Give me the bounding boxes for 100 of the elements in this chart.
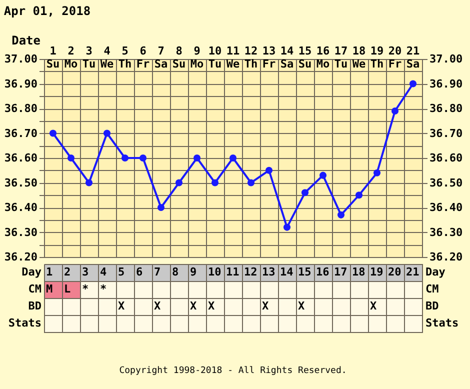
point [391, 107, 399, 115]
x-tick-label: 6 Fr [136, 44, 150, 70]
point [229, 154, 237, 162]
y-tick-label: 36.50 [4, 176, 38, 190]
point [175, 179, 183, 186]
x-tick-label: 8 Su [172, 44, 186, 70]
x-tick-label: 15 Su [298, 44, 312, 70]
point [409, 80, 417, 88]
point [121, 154, 129, 162]
y-tick-label: 36.40 [4, 201, 38, 214]
x-tick-label: 13 Fr [262, 44, 276, 70]
point [211, 179, 219, 186]
y2-tick-label: 36.50 [430, 176, 463, 190]
y2-tick-label: 36.30 [430, 226, 463, 239]
text: 2 [64, 266, 71, 278]
y-tick-label: 36.70 [4, 126, 38, 140]
text: 17 [334, 266, 348, 278]
text: 16 [316, 266, 330, 278]
text: 9 [190, 266, 197, 278]
text: 10 [208, 266, 222, 278]
point [85, 179, 93, 186]
text: 18 [352, 266, 366, 278]
x-tick-label: 5 Th [118, 44, 132, 70]
text: X [154, 300, 161, 312]
text: 11 [226, 266, 240, 278]
y-tick-label: Stats [8, 316, 42, 330]
text: 12 [244, 266, 258, 278]
y2-tick-label: 36.90 [430, 77, 463, 90]
x-tick-label: 2 Mo [64, 44, 78, 70]
y-tick-label: 36.20 [4, 250, 38, 264]
text: * [100, 282, 107, 296]
y2-tick-label: 36.70 [430, 126, 463, 140]
x-tick-label: 11 We [226, 44, 240, 70]
text: * [82, 282, 89, 296]
x-tick-label: 14 Sa [280, 44, 294, 70]
y2-tick-label: 36.60 [430, 152, 463, 164]
x-tick-label: 12 Th [244, 44, 258, 70]
y2-tick-label: BD [426, 300, 440, 312]
y2-tick-label: 36.20 [430, 250, 463, 264]
text: 3 [82, 266, 89, 278]
point [247, 179, 255, 186]
point [103, 130, 111, 137]
text: 15 [298, 266, 312, 278]
y-tick-label: 36.60 [4, 152, 38, 164]
point [301, 189, 309, 196]
y-tick-label: BD [28, 300, 42, 312]
y2-tick-label: CM [426, 282, 440, 296]
x-tick-label: 7 Sa [154, 44, 168, 70]
text: 1 [46, 266, 53, 278]
y2-tick-label: Stats [426, 316, 459, 330]
x-tick-label: 20 Fr [388, 44, 402, 70]
text: 19 [370, 266, 384, 278]
point [157, 204, 165, 212]
point [337, 211, 345, 218]
text: 7 [154, 266, 161, 278]
text: 14 [280, 266, 294, 278]
text: 21 [406, 266, 420, 278]
x-tick-label: 21 Sa [406, 44, 420, 70]
point [373, 169, 381, 176]
y2-tick-label: Day [426, 266, 446, 278]
point [193, 154, 201, 162]
y2-tick-label: 36.40 [430, 201, 463, 214]
text: 13 [262, 266, 276, 278]
point [283, 224, 291, 231]
x-axis-title: Date [12, 34, 40, 48]
text: X [208, 300, 215, 312]
point [49, 130, 57, 137]
text: 8 [172, 266, 179, 278]
text: 4 [100, 266, 107, 278]
text: X [370, 300, 377, 312]
text: M [46, 282, 53, 296]
x-tick-label: 1 Su [46, 44, 60, 70]
x-tick-label: 10 Tu [208, 44, 222, 70]
y-tick-label: 36.30 [4, 226, 38, 239]
text: 20 [388, 266, 402, 278]
text: 5 [118, 266, 125, 278]
y-tick-label: 36.90 [4, 77, 38, 90]
y-tick-label: 36.80 [4, 102, 38, 115]
text: L [64, 282, 71, 296]
y-tick-label: Day [22, 266, 42, 278]
text: X [262, 300, 269, 312]
text: X [190, 300, 197, 312]
text: 6 [136, 266, 143, 278]
x-tick-label: 17 Tu [334, 44, 348, 70]
y-tick-label: CM [28, 282, 42, 296]
x-tick-label: 3 Tu [82, 44, 96, 70]
point [67, 154, 75, 162]
x-tick-label: 16 Mo [316, 44, 330, 70]
x-tick-label: 19 Th [370, 44, 384, 70]
x-tick-label: 4 We [100, 44, 114, 70]
point [319, 172, 327, 179]
point [139, 154, 147, 162]
x-tick-label: 9 Mo [190, 44, 204, 70]
text: X [298, 300, 305, 312]
chart-title: Apr 01, 2018 [4, 4, 91, 18]
text: Copyright 1998-2018 - All Rights Reserved. [119, 366, 347, 376]
point [355, 192, 363, 199]
y2-tick-label: 37.00 [430, 52, 463, 66]
text: X [118, 300, 125, 312]
x-tick-label: 18 We [352, 44, 366, 70]
